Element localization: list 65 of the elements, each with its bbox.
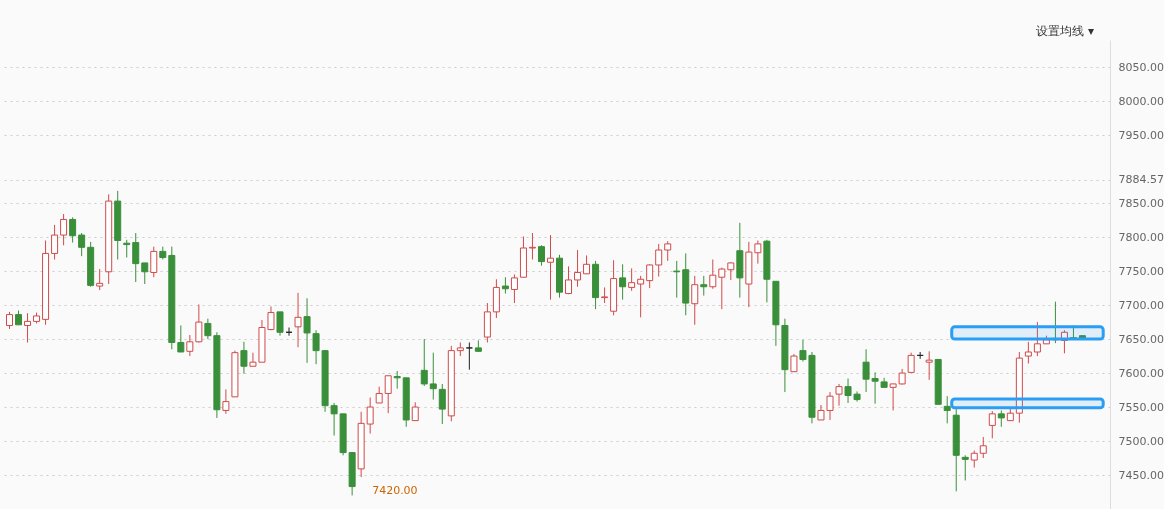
candlestick	[150, 246, 158, 278]
y-tick-label: 7700.00	[1118, 298, 1164, 312]
candlestick	[546, 234, 554, 301]
candlestick	[24, 312, 32, 343]
candlestick	[195, 303, 203, 343]
candlestick	[222, 388, 230, 415]
candlestick	[619, 263, 627, 301]
annotation: 7420.00	[372, 484, 418, 498]
candlestick	[628, 267, 636, 292]
y-tick-label: 7650.00	[1118, 332, 1164, 346]
candlestick	[537, 244, 545, 267]
y-tick-label: 7884.57	[1118, 173, 1164, 187]
y-tick-label: 7800.00	[1118, 230, 1164, 244]
y-tick-label: 7550.00	[1118, 400, 1164, 414]
candlestick	[294, 292, 302, 348]
candlestick	[637, 275, 645, 318]
y-tick-label: 7500.00	[1118, 434, 1164, 448]
candlestick	[988, 410, 996, 439]
candlestick	[78, 232, 86, 257]
candlestick	[673, 260, 681, 299]
candlestick	[691, 275, 699, 326]
candlestick	[276, 311, 284, 337]
candlestick	[186, 334, 194, 357]
candlestick	[132, 232, 140, 283]
candlestick	[583, 254, 591, 275]
y-tick-label: 8050.00	[1118, 60, 1164, 74]
candlestick	[96, 268, 104, 291]
candlestick	[141, 262, 149, 285]
candlestick	[69, 216, 77, 244]
candlestick	[1060, 329, 1068, 354]
candlestick	[1033, 321, 1041, 357]
candlestick	[60, 213, 68, 246]
candlestick	[240, 341, 248, 375]
candlestick	[943, 395, 951, 424]
candlestick	[438, 383, 446, 425]
candlestick	[366, 397, 374, 435]
candlestick	[411, 401, 419, 422]
y-tick-label: 7750.00	[1118, 264, 1164, 278]
y-tick-label: 7850.00	[1118, 196, 1164, 210]
y-tick-label: 8000.00	[1118, 94, 1164, 108]
candlestick	[528, 232, 536, 261]
candlestick	[510, 274, 518, 304]
candlestick	[925, 350, 933, 381]
candlestick	[384, 375, 392, 414]
text: 设置均线 ▾	[1036, 24, 1094, 38]
y-tick-label: 7950.00	[1118, 128, 1164, 142]
candlestick	[664, 240, 672, 262]
y-tick-label: 7600.00	[1118, 366, 1164, 380]
candlestick	[429, 352, 437, 401]
candlestick	[655, 243, 663, 278]
candlestick	[646, 263, 654, 289]
candlestick	[961, 454, 969, 481]
candlestick	[835, 383, 843, 407]
candlestick	[709, 259, 717, 290]
candlestick	[718, 267, 726, 310]
candlestick	[979, 436, 987, 459]
y-tick-label: 7450.00	[1118, 468, 1164, 482]
candlestick	[465, 341, 473, 371]
candlestick	[420, 338, 428, 387]
candlestick	[51, 224, 59, 261]
candlestick	[1024, 341, 1032, 365]
candlestick	[700, 275, 708, 297]
candlestick	[177, 324, 185, 353]
candlestick	[574, 249, 582, 288]
candlestick	[565, 265, 573, 295]
